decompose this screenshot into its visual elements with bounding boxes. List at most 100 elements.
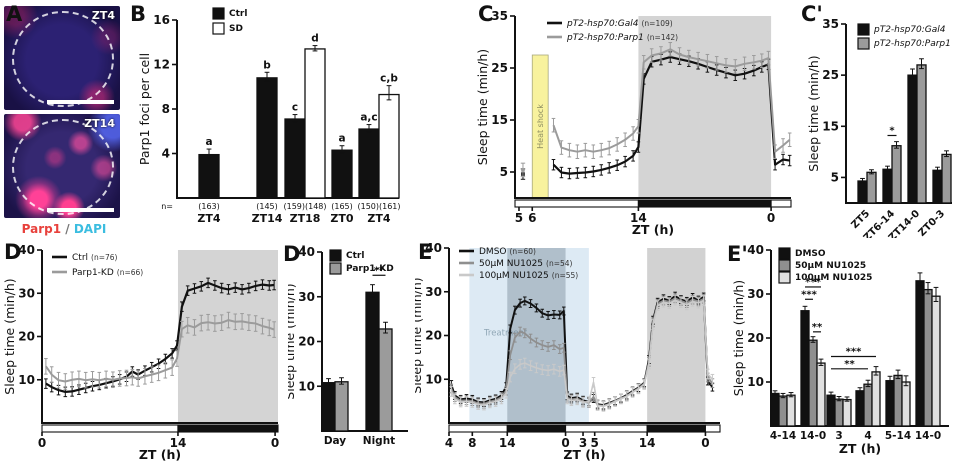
svg-text:0: 0 bbox=[701, 436, 709, 450]
svg-text:3: 3 bbox=[835, 430, 842, 442]
svg-text:4: 4 bbox=[162, 147, 170, 161]
svg-text:25: 25 bbox=[491, 61, 508, 75]
dapi-stain-label: DAPI bbox=[73, 222, 107, 236]
panel-d-parp1kd-sleep-line-chart: 10 20 30 40 Sleep time (min/h) 0 14 0 ZT (h) Ctrl… bbox=[0, 238, 288, 461]
svg-text:a: a bbox=[205, 136, 212, 148]
svg-text:DMSO: DMSO bbox=[795, 249, 826, 259]
svg-text:30: 30 bbox=[298, 290, 315, 304]
scale-bar bbox=[46, 100, 114, 104]
svg-text:30: 30 bbox=[425, 285, 442, 299]
svg-text:20: 20 bbox=[18, 330, 35, 344]
svg-text:20: 20 bbox=[747, 331, 764, 345]
panel-a-micrographs: ZT4 ZT14 Parp1 / DAPI bbox=[4, 6, 124, 236]
svg-text:Ctrl: Ctrl bbox=[346, 251, 364, 261]
panel-d-prime-daynight-bar-chart: 10 20 30 40 Sleep time (min/h) Day Night ** Ctrl… bbox=[282, 238, 415, 461]
svg-text:100µM NU1025(n=55): 100µM NU1025 (n=55) bbox=[479, 271, 578, 281]
svg-text:Sleep time (min/h): Sleep time (min/h) bbox=[288, 283, 297, 399]
svg-text:pT2-hsp70:Parp1(n=142): pT2-hsp70:Parp1 (n=142) bbox=[566, 33, 678, 43]
panel-label-a: A bbox=[6, 2, 23, 26]
svg-text:40: 40 bbox=[298, 245, 315, 259]
svg-text:***: *** bbox=[801, 289, 817, 300]
svg-text:Parp1 foci per cell: Parp1 foci per cell bbox=[137, 53, 152, 165]
svg-text:c,b: c,b bbox=[380, 73, 398, 85]
svg-text:Night: Night bbox=[363, 435, 395, 447]
svg-text:30: 30 bbox=[18, 286, 35, 300]
micrograph-zt4: ZT4 bbox=[4, 6, 120, 110]
svg-text:5: 5 bbox=[500, 165, 508, 179]
svg-text:100µM NU1025: 100µM NU1025 bbox=[795, 273, 872, 283]
svg-text:ZT (h): ZT (h) bbox=[632, 222, 674, 237]
svg-text:*: * bbox=[889, 125, 895, 136]
panel-c-prime-sleep-bar-chart: 5 15 25 35 Sleep time (min/h) ZT5 ZT6-14 ZT14-0… bbox=[800, 0, 958, 244]
svg-text:25: 25 bbox=[822, 68, 839, 82]
micrograph-zt14: ZT14 bbox=[4, 114, 120, 218]
panel-label-cp: C' bbox=[801, 2, 823, 26]
svg-text:20: 20 bbox=[425, 329, 442, 343]
svg-text:pT2-hsp70:Gal4(n=109): pT2-hsp70:Gal4 (n=109) bbox=[566, 19, 673, 29]
svg-text:n=: n= bbox=[161, 202, 173, 211]
svg-text:pT2-hsp70:Gal4: pT2-hsp70:Gal4 bbox=[873, 25, 946, 35]
svg-text:**: ** bbox=[844, 359, 855, 370]
svg-text:8: 8 bbox=[162, 102, 170, 116]
svg-text:d: d bbox=[311, 33, 319, 45]
panel-b-parp1-foci-bar-chart: 4 8 12 16 Parp1 foci per cell a (163) ZT4 b (145)… bbox=[125, 0, 425, 242]
caption-separator: / bbox=[61, 222, 74, 236]
svg-text:DMSO(n=60): DMSO (n=60) bbox=[479, 247, 536, 257]
svg-text:(165): (165) bbox=[331, 202, 353, 211]
svg-text:(163): (163) bbox=[198, 202, 220, 211]
svg-text:15: 15 bbox=[491, 113, 508, 127]
svg-text:pT2-hsp70:Parp1: pT2-hsp70:Parp1 bbox=[873, 39, 951, 49]
svg-text:35: 35 bbox=[491, 9, 508, 23]
svg-text:c: c bbox=[292, 102, 298, 114]
svg-text:0: 0 bbox=[561, 436, 569, 450]
panel-label-ep: E' bbox=[727, 242, 748, 266]
svg-text:30: 30 bbox=[747, 287, 764, 301]
svg-text:**: ** bbox=[812, 322, 823, 333]
svg-text:5: 5 bbox=[591, 436, 599, 450]
svg-text:12: 12 bbox=[153, 58, 170, 72]
svg-text:4: 4 bbox=[864, 430, 871, 442]
svg-text:40: 40 bbox=[747, 243, 764, 257]
svg-text:4: 4 bbox=[445, 436, 453, 450]
svg-text:Heat shock: Heat shock bbox=[536, 104, 545, 149]
micrograph-time-label: ZT14 bbox=[84, 117, 115, 130]
svg-text:20: 20 bbox=[298, 335, 315, 349]
svg-text:40: 40 bbox=[425, 241, 442, 255]
svg-text:Sleep time (min/h): Sleep time (min/h) bbox=[2, 278, 17, 394]
svg-text:(145): (145) bbox=[256, 202, 278, 211]
svg-text:10: 10 bbox=[298, 379, 315, 393]
svg-text:Sleep time (min/h): Sleep time (min/h) bbox=[731, 280, 746, 396]
svg-text:5: 5 bbox=[831, 170, 839, 184]
svg-text:ZT0-3: ZT0-3 bbox=[917, 208, 948, 238]
svg-text:***: *** bbox=[846, 346, 862, 357]
svg-text:Sleep time (min/h): Sleep time (min/h) bbox=[475, 49, 490, 165]
svg-text:ZT0: ZT0 bbox=[330, 212, 353, 225]
svg-text:Parp1-KD(n=66): Parp1-KD (n=66) bbox=[72, 268, 143, 278]
svg-text:ZT4: ZT4 bbox=[367, 212, 390, 225]
panel-label-d: D bbox=[4, 240, 22, 264]
panel-label-b: B bbox=[130, 2, 147, 26]
svg-text:15: 15 bbox=[822, 119, 839, 133]
svg-text:50µM NU1025(n=54): 50µM NU1025 (n=54) bbox=[479, 259, 573, 269]
svg-text:ZT18: ZT18 bbox=[290, 212, 321, 225]
svg-text:14: 14 bbox=[499, 436, 516, 450]
svg-text:b: b bbox=[263, 59, 271, 71]
svg-text:Sleep time (min/h): Sleep time (min/h) bbox=[415, 277, 424, 393]
svg-text:***: *** bbox=[805, 277, 821, 288]
svg-text:14-0: 14-0 bbox=[800, 430, 826, 442]
stain-caption: Parp1 / DAPI bbox=[4, 222, 124, 236]
svg-text:14-0: 14-0 bbox=[915, 430, 941, 442]
svg-text:0: 0 bbox=[271, 436, 279, 450]
svg-text:ZT14: ZT14 bbox=[252, 212, 283, 225]
nucleus-outline bbox=[12, 119, 114, 215]
svg-text:Treatment: Treatment bbox=[483, 329, 528, 339]
svg-text:**: ** bbox=[374, 265, 385, 276]
svg-text:ZT (h): ZT (h) bbox=[839, 441, 881, 456]
svg-text:40: 40 bbox=[18, 243, 35, 257]
parp1-stain-label: Parp1 bbox=[21, 222, 62, 236]
svg-text:(159)(148): (159)(148) bbox=[283, 202, 326, 211]
svg-text:10: 10 bbox=[18, 373, 35, 387]
svg-text:Ctrl: Ctrl bbox=[229, 9, 247, 19]
panel-label-c: C bbox=[478, 2, 494, 26]
